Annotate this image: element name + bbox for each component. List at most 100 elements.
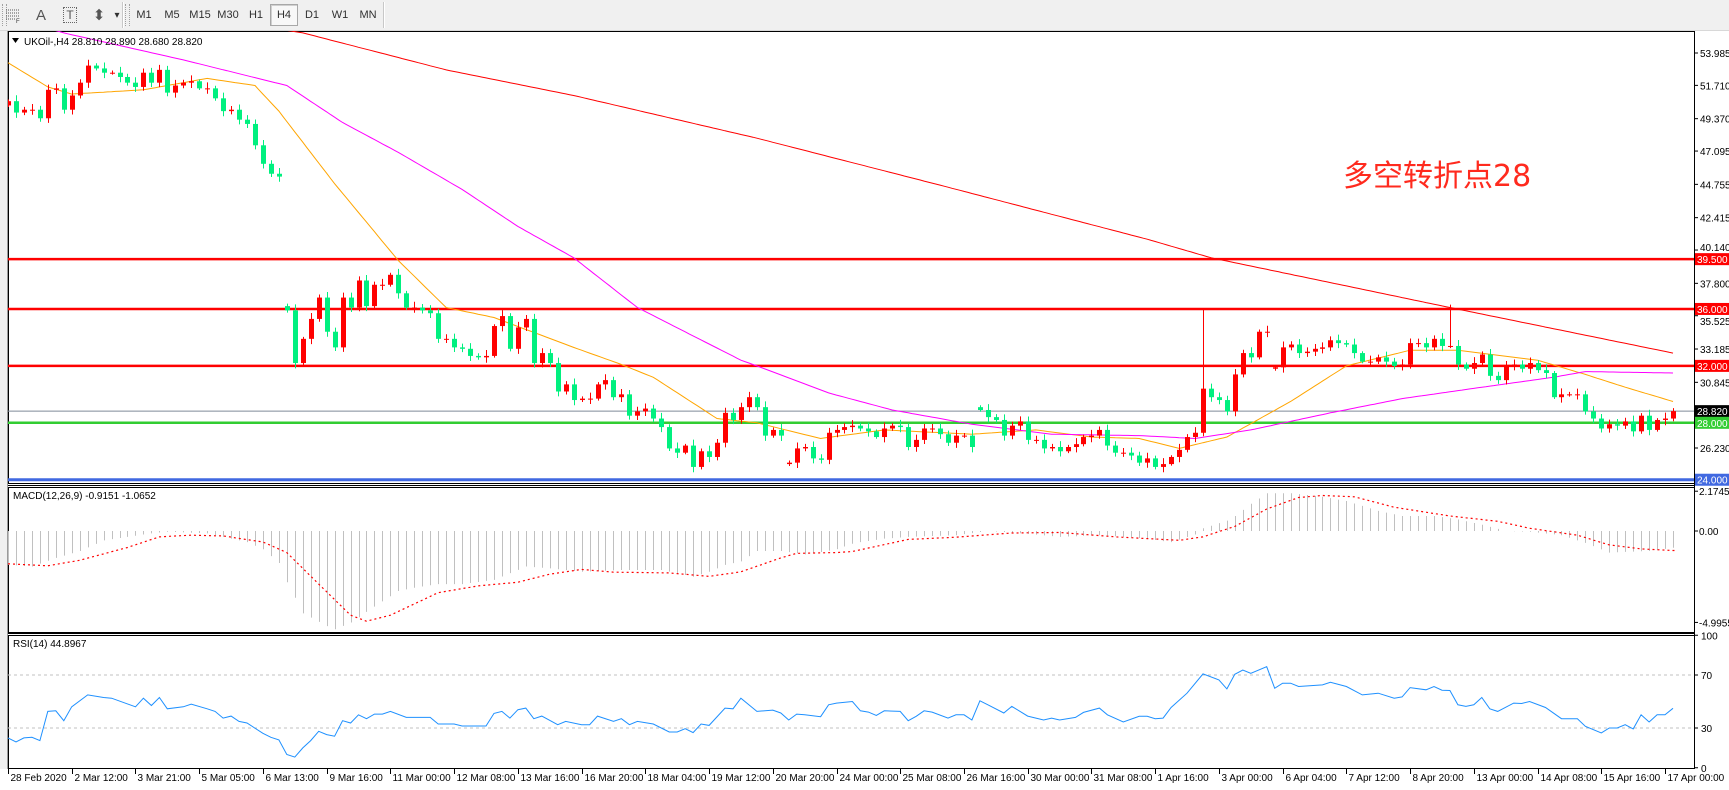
bull-candle — [962, 435, 967, 437]
level-label: 24.000 — [1697, 476, 1728, 487]
bear-candle — [1058, 447, 1063, 452]
bull-candle — [1416, 343, 1421, 345]
level-label-box — [1695, 473, 1729, 486]
price-tick-label: 44.755 — [1700, 180, 1729, 191]
timeframe-m5[interactable]: M5 — [164, 9, 180, 21]
bear-candle — [938, 428, 943, 435]
bull-candle — [747, 397, 752, 408]
bear-candle — [293, 310, 298, 364]
bull-candle — [8, 101, 11, 106]
toolbar-grip[interactable] — [125, 4, 130, 26]
text-label-tool-button[interactable]: T — [57, 4, 83, 26]
timeframes-group: M1 M5 M15 M30 H1 H4 D1 W1 MN — [130, 3, 382, 27]
bull-candle — [309, 318, 314, 339]
bull-candle — [110, 72, 115, 74]
bull-candle — [1145, 458, 1150, 463]
bull-candle — [1161, 464, 1166, 467]
bear-candle — [572, 384, 577, 401]
collapse-triangle-icon[interactable] — [12, 38, 19, 43]
time-tick-label: 8 Apr 20:00 — [1413, 773, 1465, 784]
time-tick-label: 9 Mar 16:00 — [330, 773, 384, 784]
timeframe-m30[interactable]: M30 — [217, 9, 239, 21]
price-tick-label: 47.095 — [1700, 147, 1729, 158]
price-tick-label: 26.230 — [1700, 444, 1729, 455]
timeframe-h4[interactable]: H4 — [270, 4, 298, 26]
bear-candle — [1209, 388, 1214, 398]
bull-candle — [922, 428, 927, 440]
bear-candle — [261, 145, 266, 164]
level-label-box — [1695, 405, 1729, 418]
arrows-dropdown-button[interactable]: ▾ — [112, 4, 122, 26]
time-tick-label: 14 Apr 08:00 — [1541, 773, 1598, 784]
time-tick-label: 26 Mar 16:00 — [967, 773, 1026, 784]
bear-candle — [1456, 345, 1461, 365]
bear-candle — [946, 434, 951, 443]
bull-candle — [603, 380, 608, 385]
bear-candle — [548, 353, 553, 364]
bull-candle — [492, 326, 497, 356]
time-tick-label: 20 Mar 20:00 — [776, 773, 835, 784]
level-label: 28.000 — [1697, 419, 1728, 430]
annotation-text[interactable]: 多空转折点28 — [1343, 159, 1531, 194]
bull-candle — [683, 445, 688, 453]
bull-candle — [1480, 354, 1485, 364]
bear-candle — [38, 109, 43, 119]
level-label-box — [1695, 253, 1729, 266]
bull-candle — [1265, 331, 1270, 333]
level-label-box — [1695, 302, 1729, 315]
bear-candle — [277, 173, 282, 177]
candles — [8, 59, 1676, 473]
bull-candle — [1432, 338, 1437, 348]
bull-candle — [22, 109, 27, 113]
bull-candle — [1567, 394, 1572, 396]
toolbar: F A T ⬍ ▾ M1 M5 M15 M30 H1 H4 D1 W1 MN — [0, 0, 1729, 31]
bull-candle — [380, 284, 385, 286]
bull-candle — [1623, 421, 1628, 426]
bull-candle — [1528, 363, 1533, 369]
timeframe-mn[interactable]: MN — [359, 9, 377, 21]
bull-candle — [540, 353, 545, 364]
bear-candle — [1129, 452, 1134, 456]
bear-candle — [1384, 357, 1389, 362]
bull-candle — [1559, 394, 1564, 398]
chart-header: UKOil-,H4 28.810 28.890 28.680 28.820 — [24, 37, 203, 48]
bear-candle — [667, 427, 672, 449]
toolbar-grip[interactable] — [2, 4, 7, 26]
level-label: 28.820 — [1697, 407, 1728, 418]
timeframe-d1[interactable]: D1 — [304, 9, 320, 21]
bear-candle — [898, 425, 903, 428]
timeframe-w1[interactable]: W1 — [331, 9, 349, 21]
bear-candle — [1336, 340, 1341, 344]
arrows-tool-button[interactable]: ⬍ — [86, 4, 112, 26]
price-tick-label: 53.985 — [1700, 49, 1729, 60]
grid-properties-button[interactable]: F — [0, 4, 26, 26]
time-tick-label: 6 Apr 04:00 — [1286, 773, 1338, 784]
bear-candle — [364, 280, 369, 307]
bear-candle — [102, 68, 107, 73]
bull-candle — [70, 95, 75, 110]
timeframe-h1[interactable]: H1 — [248, 9, 264, 21]
bull-candle — [596, 384, 601, 399]
grid-properties-icon: F — [6, 9, 20, 23]
bull-candle — [357, 280, 362, 308]
bear-candle — [1360, 353, 1365, 362]
price-tick-label: 49.370 — [1700, 115, 1729, 126]
time-tick-label: 30 Mar 00:00 — [1031, 773, 1090, 784]
text-tool-button[interactable]: A — [28, 4, 54, 26]
bear-candle — [149, 72, 154, 83]
bull-candle — [141, 72, 146, 87]
bear-candle — [133, 82, 138, 87]
bull-candle — [412, 307, 417, 309]
bear-candle — [1249, 353, 1254, 358]
bull-candle — [1607, 424, 1612, 429]
bull-candle — [181, 82, 186, 86]
bull-candle — [795, 448, 800, 463]
timeframe-m1[interactable]: M1 — [136, 9, 152, 21]
bull-candle — [1313, 348, 1318, 352]
window-left-edge — [0, 31, 8, 790]
bear-candle — [62, 88, 67, 110]
timeframe-m15[interactable]: M15 — [189, 9, 211, 21]
bear-candle — [1488, 354, 1493, 376]
